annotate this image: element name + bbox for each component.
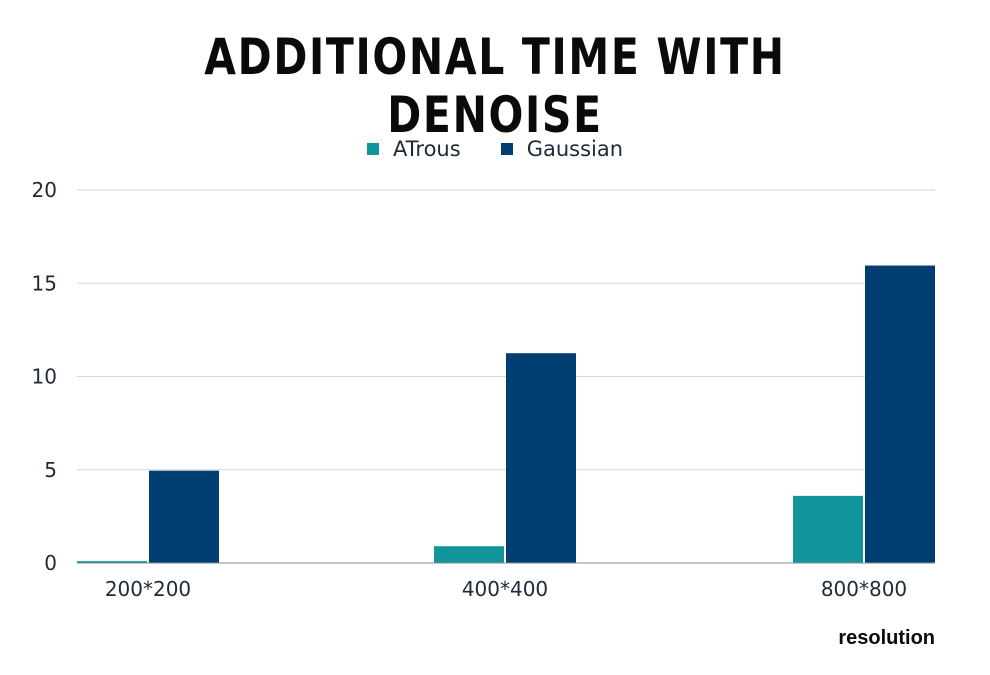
x-tick-label: 400*400 [462, 577, 548, 601]
bar-gaussian-800x800 [865, 265, 935, 563]
legend-swatch-gaussian [500, 143, 513, 155]
y-tick-label: 10 [32, 365, 57, 389]
bar-atrous-400x400 [434, 546, 504, 563]
legend-label-gaussian: Gaussian [526, 137, 624, 161]
x-tick-label: 200*200 [105, 577, 191, 601]
bar-atrous-800x800 [793, 495, 863, 563]
bar-atrous-200x200 [77, 561, 147, 563]
y-tick-label: 0 [44, 551, 57, 575]
bar-gaussian-200x200 [149, 470, 219, 563]
y-tick-label: 15 [32, 271, 57, 295]
legend: ATrous Gaussian [0, 137, 990, 161]
bar-gaussian-400x400 [506, 353, 576, 563]
chart-title: ADDITIONAL TIME WITH DENOISE [204, 28, 786, 144]
x-axis-label: resolution [838, 627, 935, 649]
x-tick-label: 800*800 [821, 577, 907, 601]
legend-item-atrous: ATrous [366, 137, 461, 161]
legend-label-atrous: ATrous [392, 137, 461, 161]
legend-item-gaussian: Gaussian [500, 137, 624, 161]
legend-swatch-atrous [366, 143, 379, 155]
y-tick-label: 20 [32, 178, 57, 202]
y-tick-label: 5 [44, 458, 57, 482]
